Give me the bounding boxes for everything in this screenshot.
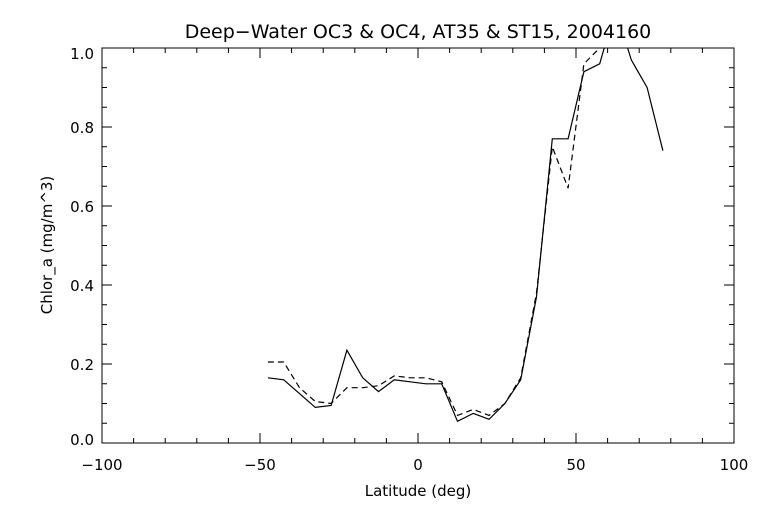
series-line-dashed [267, 48, 601, 417]
y-tick-label: 0.6 [70, 198, 94, 216]
chart-title: Deep−Water OC3 & OC4, AT35 & ST15, 20041… [185, 21, 652, 43]
x-tick-label: 100 [720, 456, 749, 474]
y-tick-label: 0.2 [70, 356, 94, 374]
series-layer [267, 48, 664, 423]
axes: −100 −50 0 50 100 0.0 0.2 0.4 0.6 0.8 1.0 [70, 45, 748, 474]
x-tick-label: −100 [81, 456, 122, 474]
y-tick-label: 1.0 [70, 45, 94, 63]
plot-frame [101, 47, 735, 444]
y-tick-label: 0.4 [70, 277, 94, 295]
x-tick-label: 0 [413, 456, 423, 474]
y-axis-label: Chlor_a (mg/m^3) [38, 176, 57, 315]
y-tick-label: 0.8 [70, 119, 94, 137]
y-tick-label: 0.0 [70, 431, 94, 449]
x-tick-label: 50 [566, 456, 585, 474]
x-axis-label: Latitude (deg) [365, 482, 471, 500]
series-line-solid [267, 48, 664, 423]
x-tick-label: −50 [244, 456, 276, 474]
